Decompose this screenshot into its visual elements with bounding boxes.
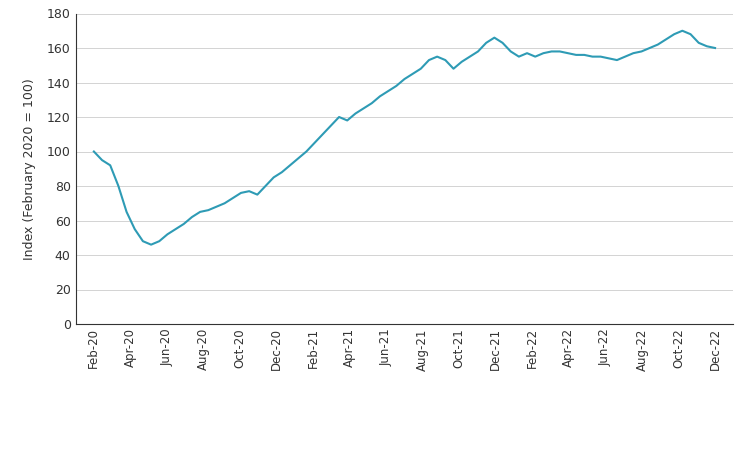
- Y-axis label: Index (February 2020 = 100): Index (February 2020 = 100): [23, 78, 36, 260]
